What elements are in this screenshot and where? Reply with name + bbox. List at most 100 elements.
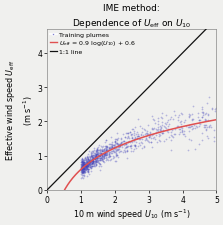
Point <box>142 134 145 137</box>
Point <box>86 156 89 159</box>
Point <box>97 154 101 158</box>
Point <box>84 162 87 166</box>
Point <box>82 163 85 167</box>
Point <box>95 157 99 161</box>
Point <box>206 118 209 122</box>
Point <box>122 140 126 143</box>
Point <box>80 167 83 171</box>
Point <box>80 166 84 170</box>
Point <box>89 159 93 163</box>
Point <box>95 150 99 153</box>
Point <box>94 154 98 157</box>
Point <box>177 114 180 118</box>
Point <box>103 153 107 156</box>
Point <box>101 145 105 148</box>
Point <box>81 170 85 173</box>
Point <box>87 160 90 163</box>
Point <box>151 128 155 131</box>
Point <box>110 152 114 155</box>
Point <box>90 163 93 166</box>
Point <box>133 144 137 147</box>
Point <box>80 167 84 170</box>
Point <box>133 126 137 129</box>
Point <box>131 149 135 153</box>
Point <box>167 123 171 126</box>
Point <box>190 118 193 122</box>
Point <box>97 154 101 157</box>
Point <box>130 136 133 140</box>
Point <box>91 158 95 162</box>
Point <box>167 125 170 128</box>
Point <box>110 145 114 149</box>
Point <box>173 133 176 137</box>
Point <box>124 146 128 149</box>
Point <box>88 164 92 168</box>
Point <box>150 115 154 119</box>
Point <box>85 166 89 169</box>
Point <box>82 171 85 174</box>
Point <box>94 161 98 164</box>
Point <box>81 160 85 164</box>
Point <box>95 156 98 160</box>
Point <box>155 128 158 131</box>
Point <box>81 158 84 161</box>
Point <box>157 132 161 136</box>
Point <box>181 130 184 134</box>
Point <box>94 163 98 166</box>
Point <box>80 172 83 176</box>
Point <box>115 142 119 146</box>
Point <box>89 151 93 155</box>
Point <box>196 116 200 119</box>
Point <box>104 156 108 160</box>
Point <box>89 155 92 158</box>
Point <box>84 165 88 169</box>
Point <box>81 164 85 168</box>
Point <box>190 112 194 116</box>
Point <box>93 158 97 161</box>
Point <box>108 153 111 156</box>
Point <box>116 144 120 147</box>
Point <box>81 168 85 171</box>
Point <box>105 148 108 152</box>
Point <box>135 131 139 135</box>
Point <box>149 130 152 134</box>
Point <box>151 132 155 136</box>
Point <box>114 153 118 156</box>
Point <box>108 158 112 162</box>
Point <box>86 161 90 165</box>
Point <box>130 136 134 140</box>
Point <box>86 153 90 156</box>
Point <box>184 124 188 128</box>
Point <box>182 129 186 133</box>
Point <box>173 127 177 131</box>
Point <box>156 128 160 131</box>
Point <box>125 148 128 152</box>
Point <box>180 129 184 133</box>
Point <box>86 158 90 161</box>
Point <box>114 148 117 151</box>
Point <box>169 149 173 152</box>
Point <box>135 140 138 144</box>
Point <box>111 150 114 153</box>
Point <box>80 170 84 174</box>
Point <box>84 163 88 166</box>
Point <box>95 153 99 156</box>
Point <box>116 137 119 140</box>
Point <box>83 164 87 168</box>
Point <box>87 162 90 165</box>
Point <box>92 155 96 158</box>
Point <box>86 158 89 162</box>
Point <box>83 164 86 167</box>
Point <box>176 125 180 128</box>
Point <box>187 116 190 119</box>
Point <box>104 138 107 142</box>
Point <box>153 137 156 141</box>
Point <box>109 144 113 148</box>
Point <box>117 145 120 148</box>
Point <box>84 158 88 161</box>
Point <box>101 156 105 160</box>
Point <box>118 149 122 153</box>
Point <box>91 154 95 157</box>
Point <box>83 164 87 167</box>
Point <box>151 118 155 121</box>
